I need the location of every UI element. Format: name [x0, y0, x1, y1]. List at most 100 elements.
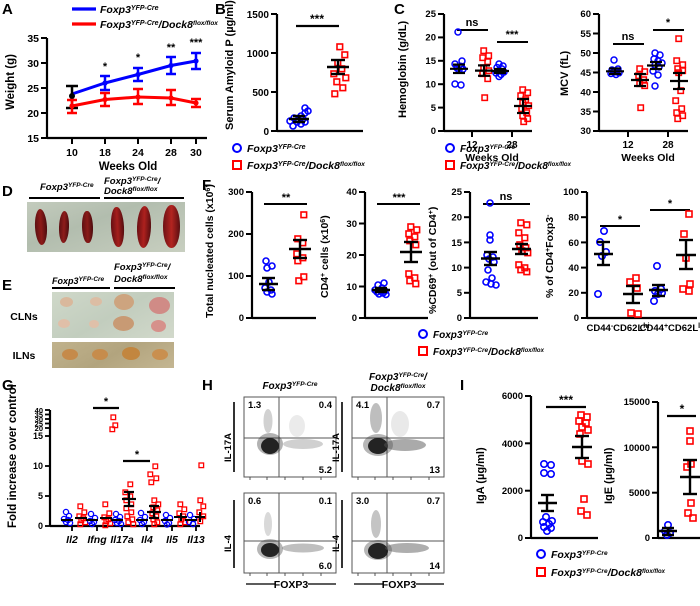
svg-text:**: ** [167, 42, 176, 54]
panel-h-left-title: Foxp3YFP-Cre [262, 381, 317, 393]
panel-c1-points-ko12 [479, 47, 493, 102]
svg-text:25: 25 [451, 187, 462, 198]
panel-f1-mean-wt [259, 276, 278, 292]
panel-g-points-wt-il2 [60, 508, 74, 527]
panel-h-y4-label: IL-4 [331, 534, 342, 552]
panel-c1-mean-ko28 [514, 97, 532, 115]
panel-h-label: H [202, 377, 213, 394]
panel-c1-xticks: 12 28 [466, 140, 518, 151]
panel-c1-ylabel: Hemoglobin (g/dL) [397, 21, 409, 118]
panel-c: C 0 5 10 15 20 25 Hemoglobin (g/dL) ns *** [392, 0, 700, 178]
panel-i2-mean-wt [659, 526, 677, 537]
legend-marker-ko [232, 160, 242, 170]
panel-g-chart: 0 5 10 15 20 25 30 35 40 Fold increase o… [7, 384, 207, 546]
svg-text:30: 30 [346, 219, 357, 230]
svg-text:45: 45 [580, 68, 591, 79]
svg-text:28: 28 [165, 147, 177, 159]
legend-marker-wt [418, 329, 428, 339]
legend-text-ko: Foxp3YFP-Cre/Dock8flox/flox [247, 160, 365, 172]
panel-i-label: I [460, 377, 465, 394]
panel-f-legend: Foxp3YFP-Cre Foxp3YFP-Cre/Dock8flox/flox [418, 329, 545, 358]
panel-g-sig-il4: * [135, 449, 140, 461]
panel-d-header: Foxp3YFP-Cre Foxp3YFP-Cre/ Dock8flox/flo… [29, 176, 184, 199]
panel-f4-sig-2: * [668, 198, 673, 210]
panel-d-photo [27, 202, 185, 252]
panel-h-q4-lr: 14 [429, 561, 440, 572]
svg-text:Il5: Il5 [166, 534, 178, 546]
svg-text:Il13: Il13 [187, 534, 205, 546]
panel-h-q4-ur: 0.7 [427, 496, 440, 507]
svg-text:30: 30 [580, 126, 591, 137]
svg-text:0: 0 [574, 313, 579, 324]
legend-marker-ko [536, 567, 546, 577]
svg-text:20: 20 [425, 33, 436, 44]
panel-h-plot-3: 0.6 0.1 6.0 IL-4 FOXP3 [223, 492, 337, 591]
panel-f2-sig: *** [393, 192, 407, 204]
svg-text:100: 100 [563, 187, 579, 198]
panel-i-legend: Foxp3YFP-Cre Foxp3YFP-Cre/Dock8flox/flox [536, 549, 666, 579]
panel-g-mean-ko-il13 [195, 512, 205, 522]
panel-g-sig-il17a: * [104, 396, 109, 408]
panel-b-yticks: 0 500 1000 1500 [247, 10, 270, 138]
svg-text:40: 40 [346, 187, 357, 198]
svg-text:*: * [136, 52, 141, 64]
svg-text:15: 15 [27, 133, 39, 145]
panel-i2-ylabel: IgE (µg/ml) [603, 447, 615, 504]
panel-a-xticks: 10 18 24 28 30 [66, 147, 202, 159]
svg-text:15: 15 [451, 238, 462, 249]
svg-text:30: 30 [27, 58, 39, 70]
svg-text:40: 40 [580, 88, 591, 99]
panel-h-q3-ul: 0.6 [248, 496, 261, 507]
panel-f4-mean-wt-mem [649, 283, 668, 298]
svg-text:20: 20 [568, 288, 579, 299]
panel-f2-mean-wt [372, 286, 390, 294]
panel-c1-yticks: 0 5 10 15 20 25 [425, 9, 436, 137]
svg-text:20: 20 [35, 424, 43, 433]
svg-text:0: 0 [518, 533, 523, 544]
svg-text:Il2: Il2 [66, 534, 78, 546]
panel-f4-points-ko-naive [626, 274, 642, 318]
legend-text-wt: Foxp3YFP-Cre [247, 143, 306, 155]
panel-e-photo-ilns [52, 342, 174, 368]
panel-i1-points-wt [539, 460, 557, 536]
panel-c2-mean-ko28 [670, 71, 688, 91]
panel-b-legend: Foxp3YFP-Cre Foxp3YFP-Cre/Dock8flox/flox [232, 143, 365, 172]
legend-marker-wt [232, 143, 242, 153]
panel-c-legend: Foxp3YFP-Cre Foxp3YFP-Cre/Dock8flox/flox [445, 143, 572, 172]
panel-c2-mean-wt28 [647, 60, 665, 71]
panel-e-left-title: Foxp3YFP-Cre [52, 276, 105, 287]
svg-text:12: 12 [466, 140, 478, 151]
panel-f3-points-ko [515, 219, 532, 276]
panel-i2-mean-ko [680, 458, 700, 496]
panel-h-q3-lr: 6.0 [319, 561, 332, 572]
svg-text:25: 25 [27, 83, 39, 95]
panel-f2-ylabel: CD4+ cells (x106) [319, 215, 331, 298]
panel-a-xlabel: Weeks Old [99, 161, 158, 173]
legend-marker-wt [536, 549, 546, 559]
panel-g-points-wt-il4 [136, 509, 149, 528]
panel-g: G 0 5 10 15 20 25 30 35 40 [0, 376, 207, 606]
panel-f3-points-wt [482, 199, 500, 289]
panel-f4-mean-wt-naive [594, 240, 613, 267]
panel-b-sig: *** [310, 12, 324, 26]
panel-c2-points-ko12 [635, 65, 649, 112]
panel-e-header: Foxp3YFP-Cre Foxp3YFP-Cre/ Dock8flox/flo… [10, 262, 175, 362]
panel-e-row-label-ilns: ILNs [13, 350, 36, 362]
svg-text:500: 500 [252, 88, 269, 99]
svg-text:10000: 10000 [624, 443, 650, 454]
panel-d-left-title: Foxp3YFP-Cre [40, 182, 94, 194]
panel-e-right-title-2: Dock8flox/flox [114, 274, 168, 286]
panel-c1-mean-wt28 [491, 67, 509, 75]
svg-text:0: 0 [263, 127, 269, 138]
panel-c2-mean-wt12 [606, 67, 624, 76]
svg-text:200: 200 [228, 229, 244, 240]
svg-text:4000: 4000 [502, 439, 523, 450]
panel-d-right-title-2: Dock8flox/flox [104, 186, 158, 198]
panel-i1-mean-wt [538, 493, 557, 513]
panel-e-label: E [2, 277, 13, 294]
baseline-point [69, 93, 75, 99]
panel-c-chart: 0 5 10 15 20 25 Hemoglobin (g/dL) ns *** [397, 9, 688, 172]
panel-e-row-label-clns: CLNs [10, 311, 38, 323]
svg-text:20: 20 [346, 251, 357, 262]
